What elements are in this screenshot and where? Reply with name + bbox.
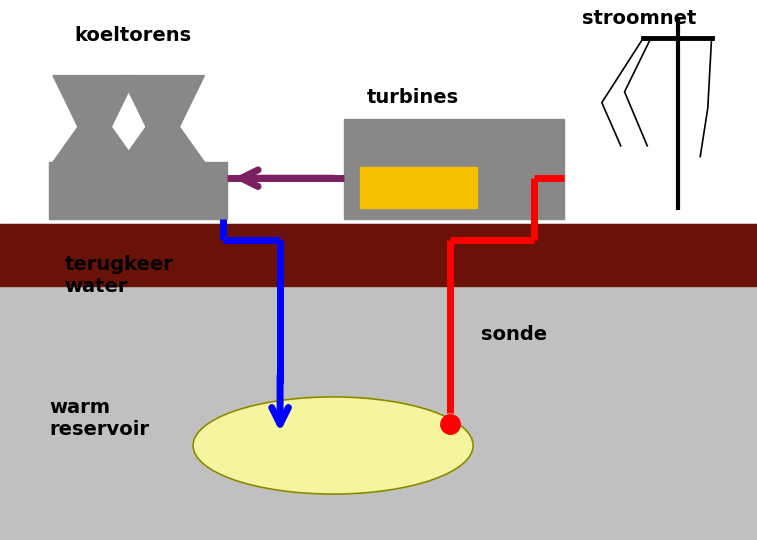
Bar	[49, 162, 227, 219]
Text: koeltorens: koeltorens	[74, 25, 191, 45]
Polygon shape	[53, 76, 136, 127]
Bar	[0, 0, 757, 224]
Text: warm
reservoir: warm reservoir	[49, 398, 149, 439]
Bar	[0, 224, 757, 286]
Text: turbines: turbines	[366, 87, 459, 107]
Bar	[360, 167, 477, 208]
Text: stroomnet: stroomnet	[582, 9, 697, 29]
Polygon shape	[53, 127, 136, 162]
Polygon shape	[121, 76, 204, 127]
Text: sonde: sonde	[481, 325, 547, 345]
Polygon shape	[121, 127, 204, 162]
Ellipse shape	[193, 397, 473, 494]
Text: terugkeer
water: terugkeer water	[64, 255, 173, 296]
Bar	[344, 119, 564, 219]
Bar	[0, 224, 757, 540]
